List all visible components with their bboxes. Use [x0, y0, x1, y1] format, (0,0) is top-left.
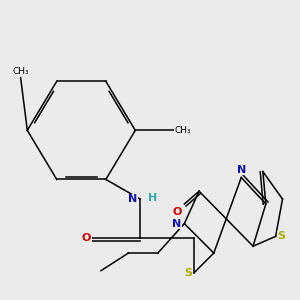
Text: O: O [172, 207, 182, 217]
Text: O: O [82, 233, 91, 243]
Text: N: N [128, 194, 137, 204]
Text: N: N [237, 164, 246, 175]
Text: CH₃: CH₃ [12, 68, 29, 76]
Text: H: H [148, 193, 157, 202]
Text: N: N [172, 219, 182, 229]
Text: CH₃: CH₃ [175, 126, 191, 135]
Text: S: S [277, 231, 285, 242]
Text: S: S [185, 268, 193, 278]
